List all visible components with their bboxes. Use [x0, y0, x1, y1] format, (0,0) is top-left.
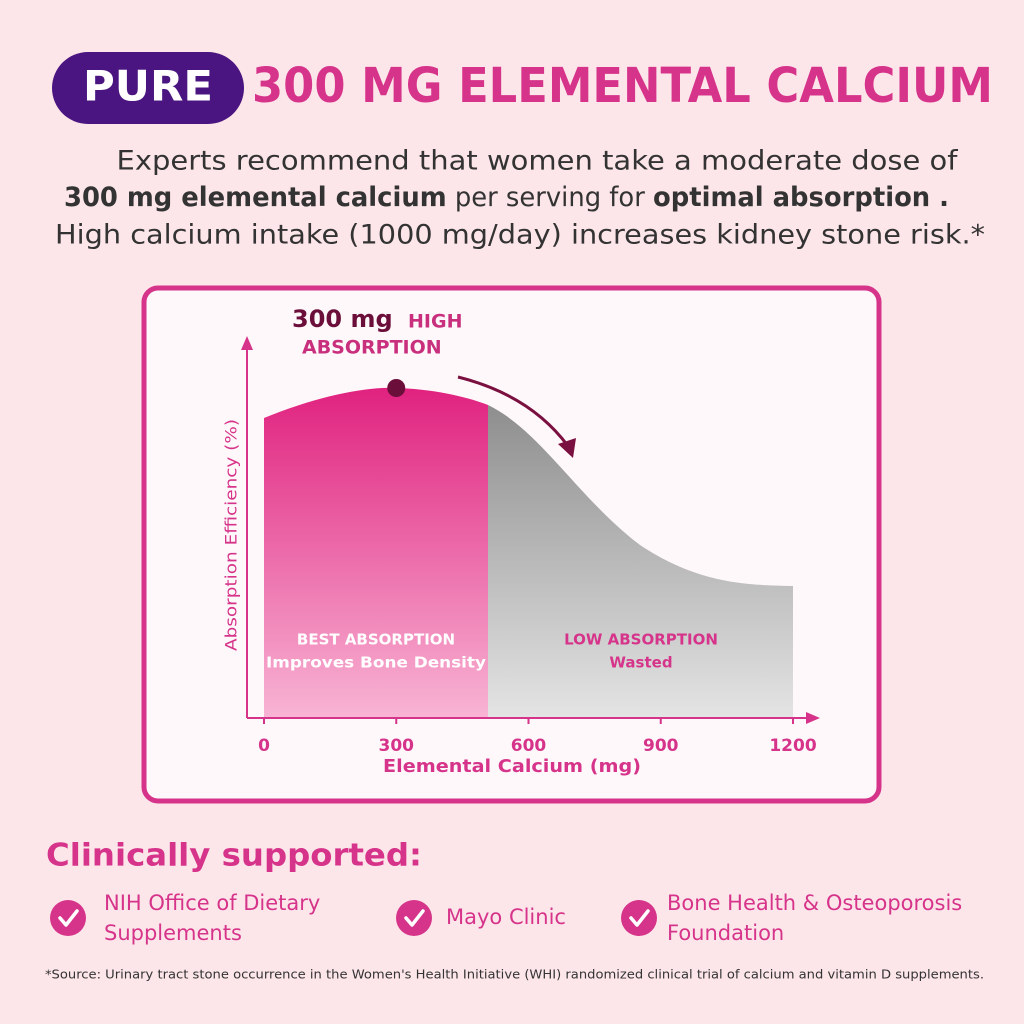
region-title: LOW ABSORPTION [564, 631, 718, 649]
support-list: NIH Office of Dietary Supplements Mayo Cli… [50, 891, 962, 945]
annotation-label: ABSORPTION [302, 337, 442, 359]
check-mark [404, 909, 425, 927]
check-icon [50, 900, 86, 936]
support-item: NIH Office of Dietary [104, 891, 320, 915]
y-axis-arrow [241, 336, 253, 350]
check-icon [621, 900, 657, 936]
x-axis-arrow [806, 712, 820, 724]
x-tick-label: 600 [511, 736, 547, 756]
badge [52, 52, 244, 124]
annotation-label: HIGH [408, 311, 462, 333]
intro-bold: optimal absorption . [653, 182, 949, 213]
y-axis-label: Absorption Efficiency (%) [222, 419, 241, 651]
support-title: Clinically supported: [46, 838, 422, 874]
region-title: BEST ABSORPTION [297, 631, 455, 649]
support-item: Foundation [667, 921, 784, 945]
x-axis-label: Elemental Calcium (mg) [383, 756, 641, 777]
x-tick-label: 300 [379, 736, 415, 756]
trend-arrowhead [558, 438, 576, 458]
region-subtitle: Improves Bone Density [266, 654, 486, 672]
support-item: Supplements [104, 921, 242, 945]
x-tick-label: 0 [258, 736, 270, 756]
trend-arrow [457, 375, 570, 447]
check-icon [396, 900, 432, 936]
intro-bold: 300 mg elemental calcium [64, 182, 447, 213]
title: 300 MG ELEMENTAL CALCIUM [252, 58, 993, 114]
badge-text: PURE [83, 62, 213, 111]
highlight-point [387, 379, 406, 397]
intro-line: Experts recommend that women take a mode… [117, 146, 960, 177]
check-mark [58, 909, 79, 927]
x-ticks: 0 300 600 900 1200 [258, 379, 817, 756]
intro-line: 300 mg elemental calcium per serving for… [64, 182, 949, 213]
low-region [488, 405, 793, 718]
intro-text: per serving for [447, 182, 653, 213]
check-mark [629, 909, 650, 927]
support-item: Mayo Clinic [446, 905, 566, 929]
x-tick-label: 900 [643, 736, 679, 756]
x-tick-label: 1200 [769, 736, 816, 756]
intro-line: High calcium intake (1000 mg/day) increa… [55, 220, 985, 251]
annotation-value: 300 mg [292, 305, 393, 333]
footnote: *Source: Urinary tract stone occurrence … [45, 968, 984, 982]
best-region [264, 387, 488, 718]
region-subtitle: Wasted [609, 654, 672, 672]
support-item: Bone Health & Osteoporosis [667, 891, 962, 915]
